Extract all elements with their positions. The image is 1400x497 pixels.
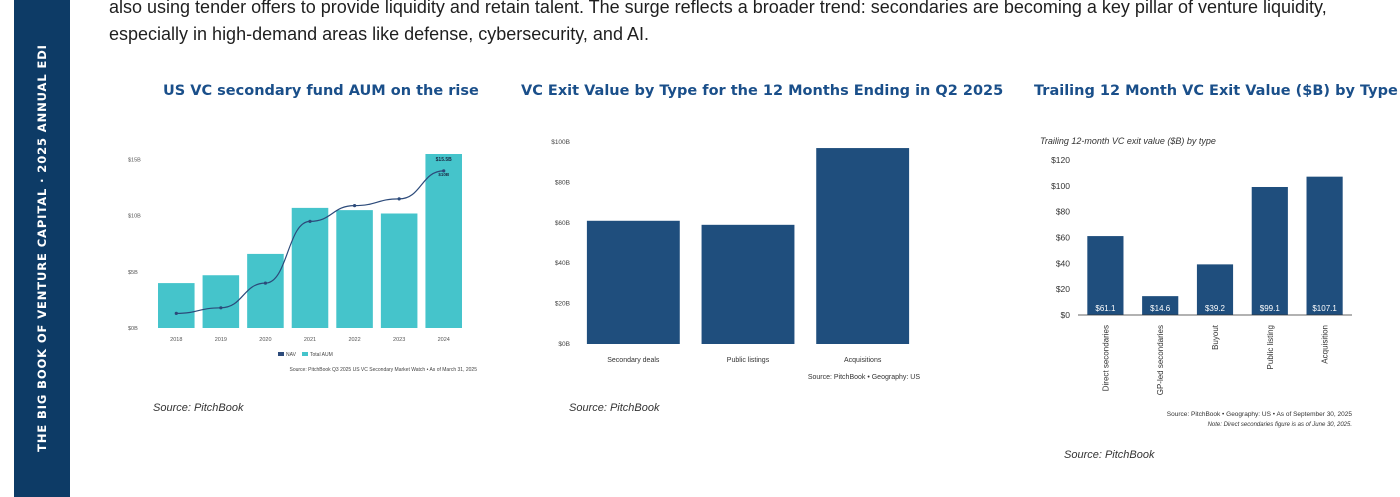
aum-bar [336,210,373,328]
x-tick-label: Secondary deals [607,357,660,364]
y-tick-label: $80B [555,179,570,186]
legend-label-aum: Total AUM [310,352,333,358]
nav-point [263,281,268,285]
x-tick-label: 2024 [438,337,450,343]
chart1-source-caption: Source: PitchBook [153,402,244,414]
data-label: $107.1 [1312,304,1337,313]
chart3-source-caption: Source: PitchBook [1064,449,1155,461]
sidebar-band [14,0,70,497]
data-label: $15.5B [436,157,453,163]
y-tick-label: $10B [128,214,141,220]
exit-bar [1142,296,1179,315]
y-tick-label: $15B [128,158,141,164]
aum-bar [425,154,462,328]
exit-bar [1251,186,1288,315]
exit-bar [701,224,795,344]
chart2-heading: VC Exit Value by Type for the 12 Months … [521,83,1004,99]
intro-line-2: especially in high-demand areas like def… [109,24,649,44]
aum-bar [202,275,240,328]
intro-line-1: also using tender offers to provide liqu… [109,0,1327,17]
exit-bar [1087,236,1124,315]
nav-point [397,197,401,201]
chart-source-note: Source: PitchBook Q3 2025 US VC Secondar… [290,367,478,373]
y-tick-label: $20 [1056,284,1070,294]
data-label: $99.1 [1260,304,1281,313]
intro-paragraph: also using tender offers to provide liqu… [109,0,1399,48]
y-tick-label: $120 [1051,155,1070,165]
data-label: $14.6 [1150,304,1171,313]
y-tick-label: $60B [555,220,570,227]
legend-label-nav: NAV [286,352,297,358]
x-tick-label: Public listings [727,357,770,364]
y-tick-label: $0B [128,326,138,332]
chart-subtitle: Trailing 12-month VC exit value ($B) by … [1040,136,1216,146]
y-tick-label: $40 [1056,258,1070,268]
x-tick-label: Public listing [1266,325,1275,369]
aum-bar [291,207,329,328]
chart2-source-caption: Source: PitchBook [569,402,660,414]
nav-point [219,306,223,310]
nav-point [442,169,446,173]
data-label: $10B [438,172,450,177]
exit-bar [586,220,680,344]
x-tick-label: Acquisitions [844,357,882,364]
exit-bar [816,148,910,344]
nav-point [174,311,178,316]
x-tick-label: 2023 [393,337,405,343]
x-tick-label: 2021 [304,337,316,343]
legend-swatch-aum [302,352,308,356]
y-tick-label: $80 [1056,207,1070,217]
nav-point [308,219,312,223]
x-tick-label: Acquisition [1321,325,1330,364]
nav-point [352,204,357,208]
x-tick-label: 2018 [170,337,182,343]
aum-bar [158,283,195,328]
aum-bar [247,253,284,328]
y-tick-label: $0B [558,341,570,348]
x-tick-label: GP-led secondaries [1156,325,1165,395]
data-label: $39.2 [1205,304,1226,313]
exit-bar [1306,176,1343,315]
y-tick-label: $100B [551,139,570,146]
chart1-heading: US VC secondary fund AUM on the rise [163,83,479,99]
y-tick-label: $60 [1056,233,1070,243]
chart3-heading: Trailing 12 Month VC Exit Value ($B) by … [1034,83,1398,99]
legend-swatch-nav [278,352,284,356]
chart-exit-value-by-type: $0B $20B $40B $60B $80B $100B Secondary deals P… [551,139,921,381]
y-tick-label: $0 [1061,310,1071,320]
exit-bar [1196,264,1234,315]
y-tick-label: $40B [555,260,570,267]
y-tick-label: $5B [128,270,138,276]
x-tick-label: 2020 [259,337,271,343]
chart-footnote: Note: Direct secondaries figure is as of… [1208,422,1352,428]
aum-bar [380,213,418,328]
chart-trailing-exit-value: Trailing 12-month VC exit value ($B) by … [1040,136,1353,428]
chart-source-note: Source: PitchBook • Geography: US • As o… [1167,411,1353,418]
x-tick-label: 2022 [348,337,360,343]
sidebar-title: THE BIG BOOK OF VENTURE CAPITAL · 2025 A… [35,44,49,452]
y-tick-label: $20B [555,301,570,308]
data-label: $61.1 [1095,304,1116,313]
x-tick-label: Direct secondaries [1101,325,1110,391]
x-tick-label: Buyout [1211,324,1220,350]
x-tick-label: 2019 [215,337,227,343]
y-tick-label: $100 [1051,181,1070,191]
chart-source-note: Source: PitchBook • Geography: US [808,374,921,381]
chart-secondary-fund-aum: $0B $5B $10B $15B 2018 2019 2020 2021 2022 2023 20… [128,154,478,373]
